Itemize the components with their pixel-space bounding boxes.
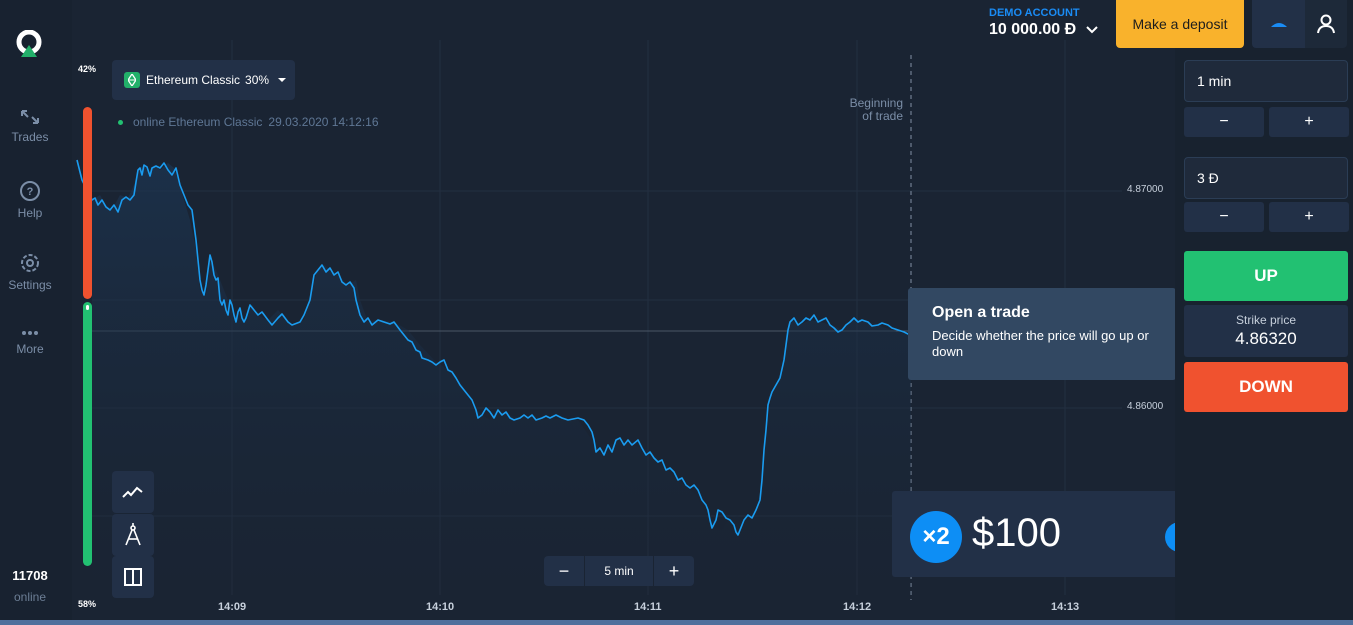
os-taskbar [0, 620, 1353, 625]
zoom-in-button[interactable]: + [668, 560, 680, 581]
begin-label-line2: of trade [862, 109, 903, 123]
sentiment-down-bar [83, 107, 92, 299]
more-dots-icon [22, 331, 38, 335]
zoom-value: 5 min [584, 556, 654, 586]
drawing-tools-button[interactable] [112, 514, 154, 556]
profile-button[interactable] [1305, 0, 1347, 48]
sidebar-item-settings[interactable]: Settings [0, 252, 60, 292]
up-button[interactable]: UP [1184, 251, 1348, 301]
account-type: DEMO ACCOUNT [989, 7, 1080, 19]
sidebar-item-label: Help [17, 206, 43, 220]
graduation-cap-icon [1270, 23, 1287, 27]
begin-label-line1: Beginning [849, 96, 903, 110]
down-button[interactable]: DOWN [1184, 362, 1348, 412]
multiplier-badge: ×2 [910, 511, 962, 563]
account-selector[interactable]: DEMO ACCOUNT 10 000.00 Đ [989, 7, 1098, 39]
asset-payout-pct: 30% [245, 73, 270, 87]
bonus-amount: $100 [972, 511, 1061, 555]
trade-panel: 1 min − + 3 Đ − + UP Strike price 4.8632… [1175, 50, 1353, 620]
arrows-expand-icon [21, 110, 39, 124]
help-icon: ? [20, 181, 40, 201]
tooltip-title: Open a trade [932, 304, 1030, 321]
strike-price-value: 4.86320 [1235, 329, 1297, 348]
amount-decrease-button[interactable]: − [1184, 202, 1264, 232]
x-axis-label: 14:11 [634, 601, 662, 613]
tooltip-text: Decide whether the price will go up or d… [932, 328, 1149, 359]
amount-increase-button[interactable]: + [1269, 202, 1349, 232]
account-balance: 10 000.00 Đ [989, 21, 1077, 38]
expiry-time-input[interactable]: 1 min [1184, 60, 1348, 102]
online-count: 11708 [12, 568, 48, 583]
sidebar-item-trades[interactable]: Trades [0, 108, 60, 144]
online-label: online [13, 590, 47, 604]
sentiment-up-bar [83, 302, 92, 566]
status-time: 29.03.2020 14:12:16 [268, 115, 379, 129]
sidebar-item-label: More [16, 342, 44, 356]
education-button[interactable] [1252, 0, 1305, 48]
chart-type-button[interactable] [112, 471, 154, 513]
compass-icon [125, 523, 141, 546]
logo-icon[interactable] [14, 30, 44, 60]
make-deposit-button[interactable]: Make a deposit [1116, 0, 1244, 48]
asset-selector[interactable]: Ethereum Classic 30% [112, 60, 295, 100]
beginning-of-trade-label: Beginning of trade [850, 97, 903, 123]
asset-name: Ethereum Classic [146, 73, 241, 87]
split-layout-icon [124, 568, 142, 586]
open-trade-tooltip: Open a trade Decide whether the price wi… [908, 288, 1176, 380]
svg-text:?: ? [27, 186, 34, 198]
strike-price-label: Strike price [1235, 313, 1297, 327]
time-increase-button[interactable]: + [1269, 107, 1349, 137]
sentiment-up-pct: 42% [78, 64, 97, 74]
price-line [76, 159, 912, 536]
timeframe-zoom: − 5 min + [544, 556, 694, 586]
sentiment-marker [86, 305, 89, 310]
sidebar: Trades ? Help Settings More 11708 online [0, 0, 72, 620]
x-axis-label: 14:12 [843, 601, 872, 613]
asset-status: online Ethereum Classic 29.03.2020 14:12… [118, 115, 379, 129]
y-axis-label: 4.86000 [1127, 401, 1164, 412]
x-axis-label: 14:13 [1051, 601, 1080, 613]
ethereum-classic-icon [124, 72, 140, 88]
sidebar-item-help[interactable]: ? Help [0, 180, 60, 220]
sidebar-item-label: Settings [8, 278, 52, 292]
zoom-out-button[interactable]: − [558, 560, 570, 581]
user-icon [1317, 14, 1335, 34]
chevron-down-icon [1086, 26, 1098, 34]
sentiment-down-pct: 58% [78, 599, 97, 609]
online-dot-icon [118, 119, 123, 125]
x-axis-label: 14:10 [426, 601, 455, 613]
time-decrease-button[interactable]: − [1184, 107, 1264, 137]
y-axis-label: 4.87000 [1127, 184, 1164, 195]
chevron-down-icon [278, 78, 287, 82]
layout-button[interactable] [112, 556, 154, 598]
gear-icon [21, 254, 39, 272]
sidebar-item-label: Trades [11, 130, 49, 144]
sidebar-item-more[interactable]: More [0, 328, 60, 356]
investment-amount-input[interactable]: 3 Đ [1184, 157, 1348, 199]
line-chart-icon [122, 486, 143, 498]
x-axis-label: 14:09 [218, 601, 247, 613]
status-text: online Ethereum Classic [133, 115, 263, 129]
strike-price-box: Strike price 4.86320 [1184, 305, 1348, 357]
